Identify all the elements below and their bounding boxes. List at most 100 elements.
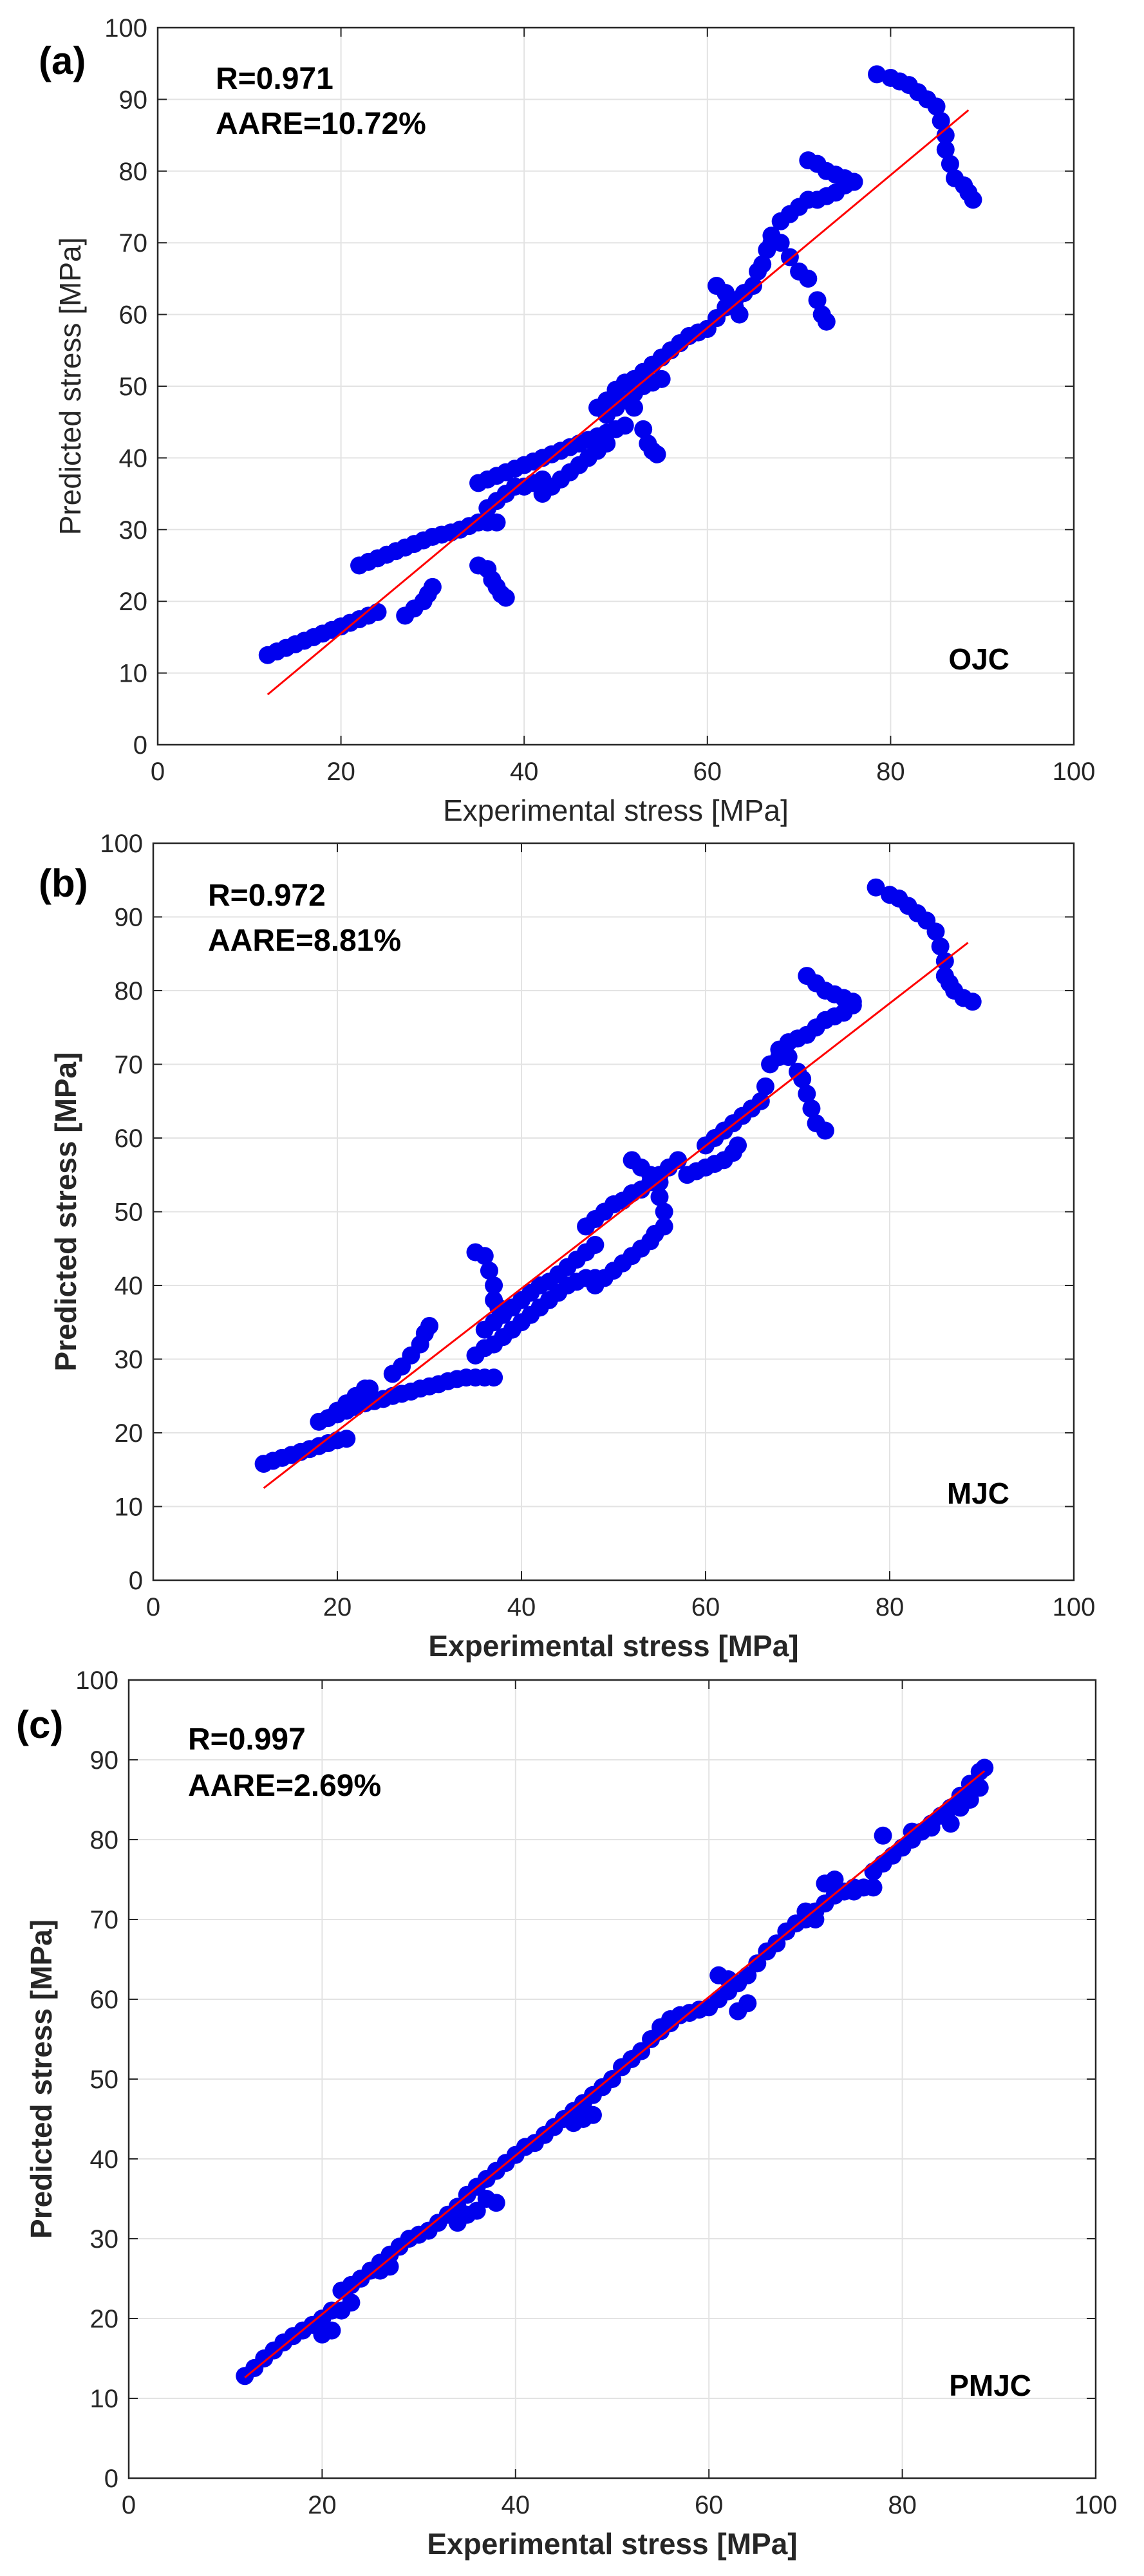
series-branch-9 (624, 398, 666, 463)
data-point (843, 993, 862, 1011)
data-point (771, 234, 790, 252)
data-point (931, 937, 950, 956)
data-point (661, 2010, 680, 2028)
series-branch-4 (469, 556, 515, 607)
y-tick-label: 50 (90, 2066, 119, 2094)
data-point (624, 398, 643, 417)
y-tick-label: 40 (90, 2145, 119, 2174)
data-point (975, 1759, 994, 1777)
data-point (817, 312, 836, 331)
data-point (648, 445, 666, 463)
data-point (936, 126, 955, 145)
data-point (361, 1379, 379, 1398)
r-value: R=0.972 (208, 879, 326, 913)
x-tick-label: 100 (1053, 758, 1096, 786)
model-label: MJC (947, 1477, 1009, 1510)
data-point (480, 1262, 498, 1280)
data-point (756, 1077, 774, 1096)
x-tick-label: 40 (502, 2491, 530, 2519)
data-point (655, 1202, 673, 1221)
data-point (420, 1316, 438, 1335)
model-label: OJC (948, 642, 1009, 676)
data-point (816, 1121, 834, 1140)
series-scatter-extra (313, 1778, 989, 2344)
chart-panel-2: 0 20 40 60 80 100 0 10 20 30 40 50 60 70 80 90 100 Experi… (39, 830, 1095, 1663)
y-tick-label: 60 (115, 1125, 144, 1153)
data-point (825, 1871, 844, 1889)
data-point (799, 269, 818, 288)
data-point (779, 1048, 798, 1067)
series-branch-3 (328, 1379, 379, 1420)
x-tick-label: 80 (876, 1593, 905, 1621)
data-point (802, 1099, 821, 1118)
y-tick-label: 20 (115, 1419, 144, 1448)
x-tick-label: 40 (507, 1593, 536, 1621)
data-point (496, 588, 515, 607)
y-tick-label: 50 (119, 373, 148, 401)
data-point (368, 602, 387, 621)
y-tick-label: 80 (90, 1826, 119, 1854)
fit-line (267, 109, 970, 696)
data-point (941, 154, 959, 173)
y-tick-label: 90 (119, 86, 148, 114)
x-tick-label: 80 (876, 758, 905, 786)
x-axis-title: Experimental stress [MPa] (427, 2527, 797, 2561)
series-branch-7 (533, 434, 616, 503)
y-tick-label: 40 (115, 1272, 144, 1300)
x-tick-label: 80 (888, 2491, 917, 2519)
data-point (650, 1188, 669, 1206)
data-point (342, 2293, 361, 2312)
series-branch-15 (799, 151, 863, 191)
series-branch-12 (708, 277, 749, 324)
data-point (603, 2070, 621, 2088)
x-tick-label: 100 (1053, 1593, 1096, 1621)
data-point (961, 1791, 979, 1809)
y-tick-label: 40 (119, 444, 148, 472)
series-branch-6 (466, 1269, 605, 1365)
data-point (717, 284, 735, 303)
data-point (864, 1878, 883, 1897)
data-point (586, 1236, 605, 1255)
data-point (926, 922, 945, 941)
data-point (738, 1966, 757, 1984)
panel-label: (b) (39, 862, 88, 905)
data-point (634, 420, 653, 438)
y-tick-label: 70 (119, 229, 148, 257)
y-tick-label: 80 (119, 158, 148, 186)
r-value: R=0.997 (188, 1722, 306, 1757)
data-point (730, 305, 749, 324)
series-branch-2 (350, 513, 506, 575)
data-point (615, 416, 634, 435)
y-tick-label: 60 (90, 1986, 119, 2014)
x-tick-label: 60 (691, 1593, 720, 1621)
data-point (868, 65, 886, 84)
x-axis-title: Experimental stress [MPa] (443, 794, 789, 827)
series-branch-4 (383, 1316, 438, 1383)
x-tick-label: 20 (308, 2491, 337, 2519)
data-point (748, 1954, 767, 1973)
data-point (485, 1368, 503, 1387)
series-branch-9 (586, 1224, 664, 1294)
y-tick-label: 60 (119, 301, 148, 330)
data-point (487, 513, 506, 532)
data-point (467, 2201, 486, 2220)
series-branch-16 (868, 65, 982, 209)
data-point (337, 1430, 356, 1448)
x-tick-label: 0 (122, 2491, 136, 2519)
y-tick-label: 0 (133, 731, 147, 760)
y-tick-label: 50 (115, 1199, 144, 1227)
panel-label: (a) (39, 39, 86, 82)
data-point (753, 255, 772, 274)
x-tick-label: 0 (151, 758, 165, 786)
y-tick-label: 100 (100, 830, 143, 858)
data-point (970, 1778, 989, 1797)
data-point (798, 1085, 816, 1103)
series-branch-11 (678, 1136, 747, 1184)
data-point (874, 1826, 892, 1845)
data-point (738, 1994, 757, 2013)
x-tick-label: 40 (510, 758, 539, 786)
data-point (597, 434, 616, 453)
data-point (936, 140, 955, 159)
data-point (487, 2194, 505, 2212)
